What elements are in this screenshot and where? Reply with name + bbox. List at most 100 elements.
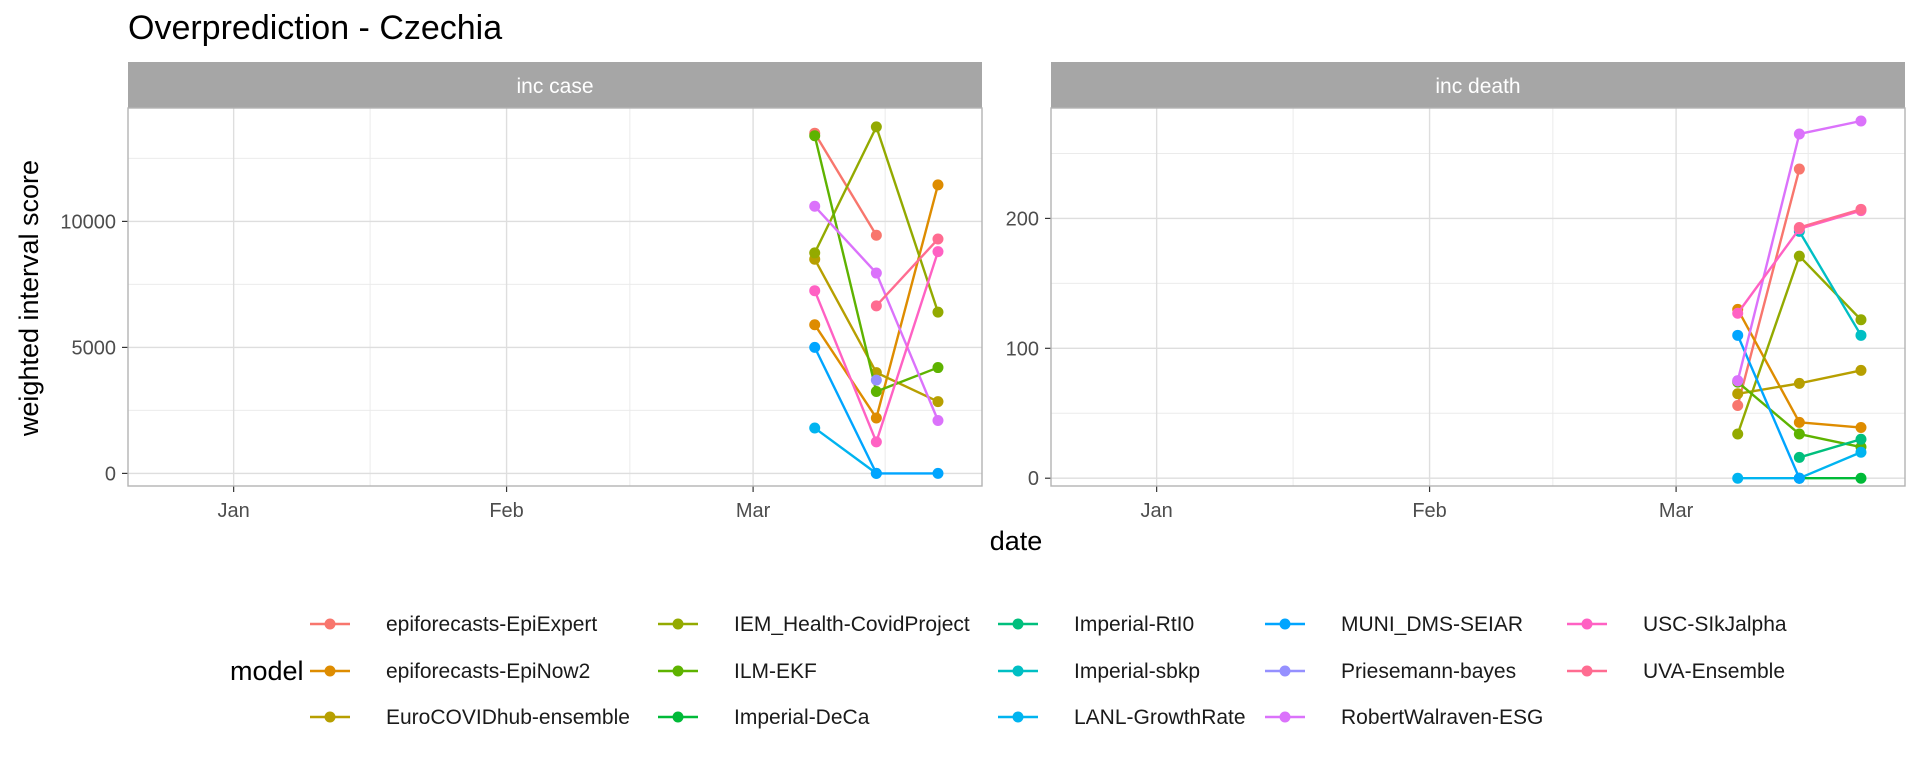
legend-key-point xyxy=(1279,665,1291,677)
data-point xyxy=(870,436,882,448)
data-point xyxy=(1793,128,1805,140)
series-line-segment xyxy=(1799,119,1862,136)
series-line-segment xyxy=(1798,451,1862,480)
data-point xyxy=(1855,329,1867,341)
legend-item: Priesemann-bayes xyxy=(1265,660,1516,683)
data-point xyxy=(1793,377,1805,389)
data-point xyxy=(932,233,944,245)
series-UVA-Ensemble xyxy=(1793,203,1867,234)
series-line-segment xyxy=(1736,168,1801,406)
data-point xyxy=(1855,364,1867,376)
legend-item: LANL-GrowthRate xyxy=(998,706,1246,729)
x-tick-label: Feb xyxy=(489,500,523,522)
legend-label: Imperial-RtI0 xyxy=(1074,613,1194,636)
legend-title: model xyxy=(230,656,304,686)
series-line-segment xyxy=(813,346,878,474)
legend-key-point xyxy=(1279,711,1291,723)
data-point xyxy=(932,467,944,479)
series-line-segment xyxy=(1799,209,1862,230)
legend-key-point xyxy=(1581,665,1593,677)
data-point xyxy=(870,412,882,424)
series-line-segment xyxy=(813,205,878,274)
panel-background xyxy=(128,108,982,486)
series-line-segment xyxy=(1799,208,1862,229)
series-line-segment xyxy=(1799,438,1862,459)
data-point xyxy=(1732,329,1744,341)
series-line-segment xyxy=(813,135,878,392)
data-point xyxy=(870,300,882,312)
legend-label: LANL-GrowthRate xyxy=(1074,706,1246,729)
series-line-segment xyxy=(1736,308,1801,423)
legend-label: epiforecasts-EpiExpert xyxy=(386,613,597,636)
x-tick-label: Mar xyxy=(736,500,771,522)
series-line-segment xyxy=(875,251,940,443)
y-tick-label: 200 xyxy=(1006,208,1039,230)
data-point xyxy=(809,200,821,212)
data-point xyxy=(1732,307,1744,319)
data-point xyxy=(1855,472,1867,484)
legend-item: UVA-Ensemble xyxy=(1567,660,1785,683)
legend-key-point xyxy=(324,711,336,723)
legend-item: IEM_Health-CovidProject xyxy=(658,613,970,636)
data-point xyxy=(1793,416,1805,428)
data-point xyxy=(1732,399,1744,411)
data-point xyxy=(932,246,944,258)
legend-key-point xyxy=(1279,618,1291,630)
x-tick-label: Feb xyxy=(1412,500,1446,522)
data-point xyxy=(1855,314,1867,326)
series-line-segment xyxy=(813,290,878,443)
legend-label: Imperial-sbkp xyxy=(1074,660,1200,683)
series-line-segment xyxy=(875,238,939,307)
legend-key-point xyxy=(672,618,684,630)
legend-item: Imperial-DeCa xyxy=(658,706,870,729)
series-line-segment xyxy=(1736,334,1801,479)
legend-key-point xyxy=(1581,618,1593,630)
series-MUNI_DMS-SEIAR xyxy=(809,341,944,479)
data-point xyxy=(1855,115,1867,127)
legend-label: MUNI_DMS-SEIAR xyxy=(1341,613,1523,636)
data-point xyxy=(1793,472,1805,484)
panel-inc-case: inc case 0 5000 10000 Jan Feb Mar xyxy=(60,62,983,522)
data-point xyxy=(1732,428,1744,440)
data-point xyxy=(870,374,882,386)
legend-key-point xyxy=(1012,711,1024,723)
panel-border xyxy=(1050,107,1906,487)
legend-label: EuroCOVIDhub-ensemble xyxy=(386,706,630,729)
legend-key-point xyxy=(672,665,684,677)
legend-label: USC-SIkJalpha xyxy=(1643,613,1787,636)
series-epiforecasts-EpiNow2 xyxy=(809,179,944,424)
data-point xyxy=(1793,163,1805,175)
data-point xyxy=(809,285,821,297)
series-line-segment xyxy=(875,366,939,393)
legend-label: epiforecasts-EpiNow2 xyxy=(386,660,590,683)
panel-border xyxy=(127,107,983,487)
data-point xyxy=(1855,203,1867,215)
x-tick-label: Jan xyxy=(218,500,250,522)
series-line-segment xyxy=(1736,228,1801,314)
series-line-segment xyxy=(1736,133,1801,382)
data-point xyxy=(1793,428,1805,440)
y-tick-label: 0 xyxy=(1028,468,1039,490)
x-axis-title: date xyxy=(990,526,1043,556)
legend-key-point xyxy=(1012,665,1024,677)
series-line-segment xyxy=(875,184,940,419)
legend: model epiforecasts-EpiExpert epiforecasts… xyxy=(230,613,1787,729)
legend-key-point xyxy=(324,665,336,677)
legend-key-point xyxy=(672,711,684,723)
data-point xyxy=(1855,422,1867,434)
series-line-segment xyxy=(1799,421,1862,429)
data-point xyxy=(809,247,821,259)
panel-background xyxy=(1051,108,1905,486)
series-MUNI_DMS-SEIAR xyxy=(1732,329,1805,484)
data-point xyxy=(809,130,821,142)
series-Priesemann-bayes xyxy=(870,374,882,386)
legend-item: Imperial-sbkp xyxy=(998,660,1200,683)
series-RobertWalraven-ESG xyxy=(809,200,944,426)
data-point xyxy=(870,121,882,133)
series-line-segment xyxy=(1798,255,1862,321)
series-epiforecasts-EpiExpert xyxy=(1732,163,1805,411)
legend-item: RobertWalraven-ESG xyxy=(1265,706,1543,729)
data-point xyxy=(1732,472,1744,484)
data-point xyxy=(870,467,882,479)
